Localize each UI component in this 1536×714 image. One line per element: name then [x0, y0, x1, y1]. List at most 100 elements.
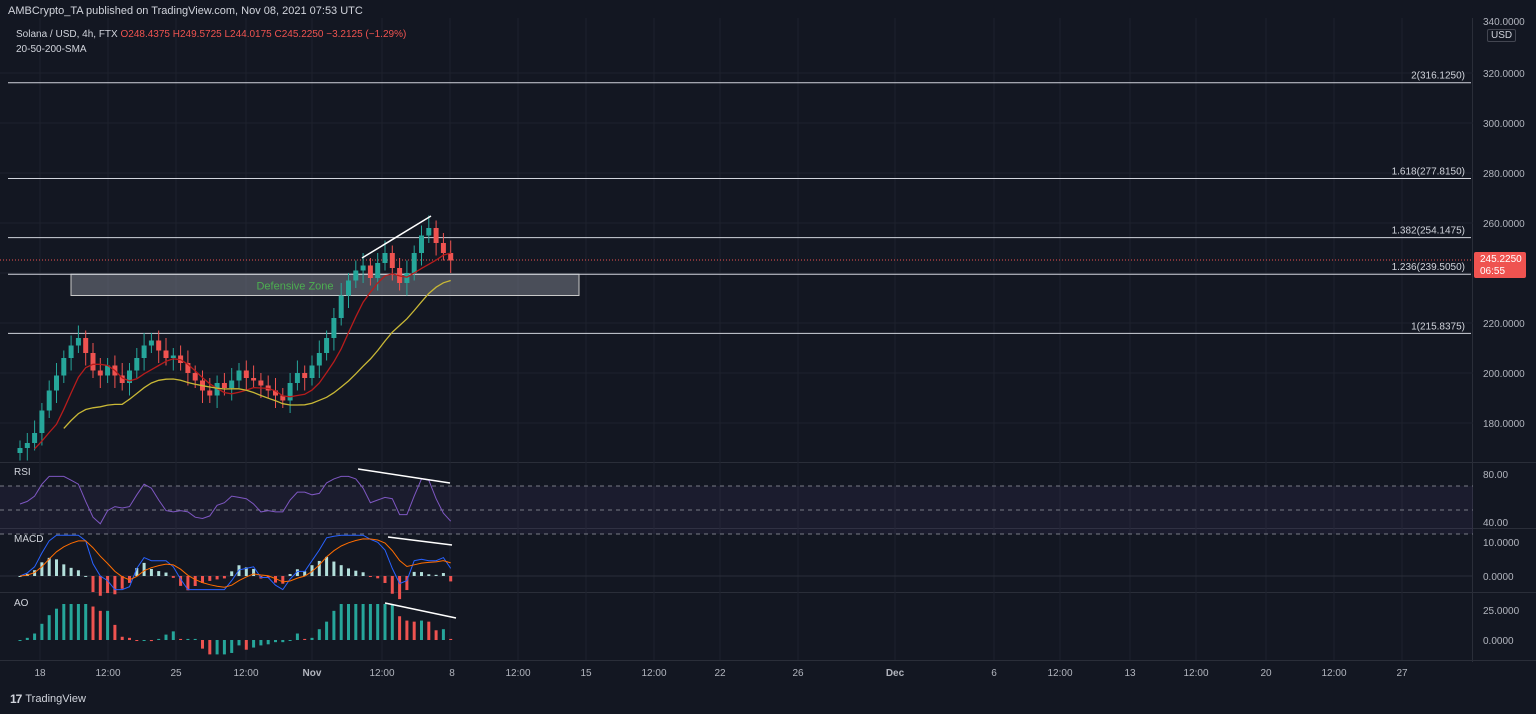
time-axis-label: 27	[1396, 668, 1408, 679]
macd-histogram-bar	[120, 576, 124, 589]
ao-bar	[149, 640, 153, 642]
macd-histogram-bar	[310, 565, 314, 576]
candle-body	[433, 228, 439, 243]
time-axis-label: 25	[170, 668, 182, 679]
ao-bar	[441, 629, 445, 640]
macd-histogram-bar	[113, 576, 117, 595]
candle-body	[243, 370, 249, 378]
ao-bar	[55, 608, 58, 640]
ao-bar	[405, 620, 409, 640]
candle-body	[360, 265, 366, 271]
candle-body	[32, 433, 38, 443]
candle-body	[309, 365, 315, 378]
ao-bar	[164, 634, 168, 640]
macd-histogram-bar	[193, 576, 197, 587]
candle-body	[39, 410, 45, 433]
candle-body	[404, 273, 410, 283]
ao-bar	[281, 640, 285, 643]
ao-bar	[62, 604, 66, 640]
macd-histogram-bar	[164, 572, 168, 576]
candle-body	[141, 345, 147, 358]
macd-histogram-bar	[135, 567, 139, 576]
macd-tick-label: 10.0000	[1483, 538, 1520, 549]
candle-body	[426, 228, 432, 236]
macd-histogram-bar	[40, 562, 44, 576]
time-axis-label: Nov	[303, 668, 322, 679]
candle-body	[331, 318, 337, 338]
ao-bar	[69, 604, 73, 640]
fib-level-label: 1.618(277.8150)	[1392, 166, 1465, 177]
ao-bar	[368, 604, 372, 640]
candle-body	[207, 390, 213, 396]
macd-histogram-bar	[288, 574, 292, 576]
time-axis-label: 15	[580, 668, 592, 679]
sma20-line	[34, 252, 451, 450]
ao-bar	[427, 621, 431, 640]
candle-body	[185, 363, 191, 373]
fib-level-label: 1.382(254.1475)	[1392, 226, 1465, 237]
ao-bar	[142, 640, 146, 641]
fib-level-label: 1.236(239.5050)	[1392, 262, 1465, 273]
ao-bar	[244, 640, 248, 650]
ao-bar	[325, 621, 329, 640]
time-axis-label: Dec	[886, 668, 905, 679]
candle-body	[192, 373, 198, 381]
macd-histogram-bar	[18, 576, 22, 577]
ao-bar	[40, 623, 44, 640]
ao-bar	[91, 606, 95, 640]
ao-bar	[412, 621, 416, 640]
symbol-label: Solana / USD, 4h, FTX	[16, 29, 118, 40]
time-axis-label: 12:00	[505, 668, 530, 679]
tradingview-logo[interactable]: 17 TradingView	[10, 692, 86, 706]
price-tick-label: 320.0000	[1483, 69, 1525, 80]
ao-bar	[398, 616, 402, 640]
macd-histogram-bar	[142, 562, 146, 576]
candle-body	[83, 338, 89, 353]
candle-body	[353, 270, 359, 281]
ao-bar	[120, 636, 124, 640]
currency-label[interactable]: USD	[1487, 29, 1517, 42]
time-axis-label: 12:00	[369, 668, 394, 679]
time-axis-label: 22	[714, 668, 726, 679]
sma50-line	[63, 279, 451, 429]
indicator-legend[interactable]: 20-50-200-SMA	[16, 44, 87, 55]
macd-histogram-bar	[420, 572, 423, 576]
candle-body	[229, 380, 235, 388]
macd-histogram-bar	[222, 576, 226, 579]
macd-tick-label: 0.0000	[1483, 572, 1514, 583]
rsi-trendline	[357, 468, 451, 484]
macd-histogram-bar	[274, 576, 277, 583]
macd-title: MACD	[14, 534, 44, 545]
macd-line	[19, 534, 452, 591]
macd-histogram-bar	[98, 576, 102, 596]
candle-body	[287, 383, 293, 401]
time-axis-label: 8	[449, 668, 455, 679]
macd-histogram-bar	[427, 574, 431, 576]
defensive-zone-label: Defensive Zone	[256, 281, 333, 293]
fib-level-label: 1(215.8375)	[1411, 321, 1465, 332]
candle-body	[68, 345, 74, 358]
macd-histogram-bar	[171, 576, 175, 578]
time-axis-label: 6	[991, 668, 997, 679]
candle-body	[148, 340, 154, 346]
ohlc-values: O248.4375 H249.5725 L244.0175 C245.2250 …	[120, 29, 407, 40]
ao-bar	[98, 610, 102, 640]
time-axis-label: 12:00	[95, 668, 120, 679]
ao-bar	[449, 638, 453, 640]
ao-bar	[237, 640, 241, 646]
ao-bar	[295, 633, 299, 640]
macd-histogram-bar	[69, 567, 73, 576]
candle-body	[448, 253, 454, 261]
price-tick-label: 220.0000	[1483, 319, 1525, 330]
macd-histogram-bar	[441, 573, 445, 576]
price-tick-label: 200.0000	[1483, 369, 1525, 380]
candle-body	[294, 373, 300, 383]
candle-body	[411, 253, 417, 273]
candle-body	[54, 375, 59, 391]
macd-histogram-bar	[55, 559, 58, 576]
current-price-badge	[1474, 251, 1526, 278]
candle-body	[75, 338, 81, 346]
macd-histogram-bar	[368, 576, 372, 577]
macd-histogram-bar	[354, 570, 358, 576]
